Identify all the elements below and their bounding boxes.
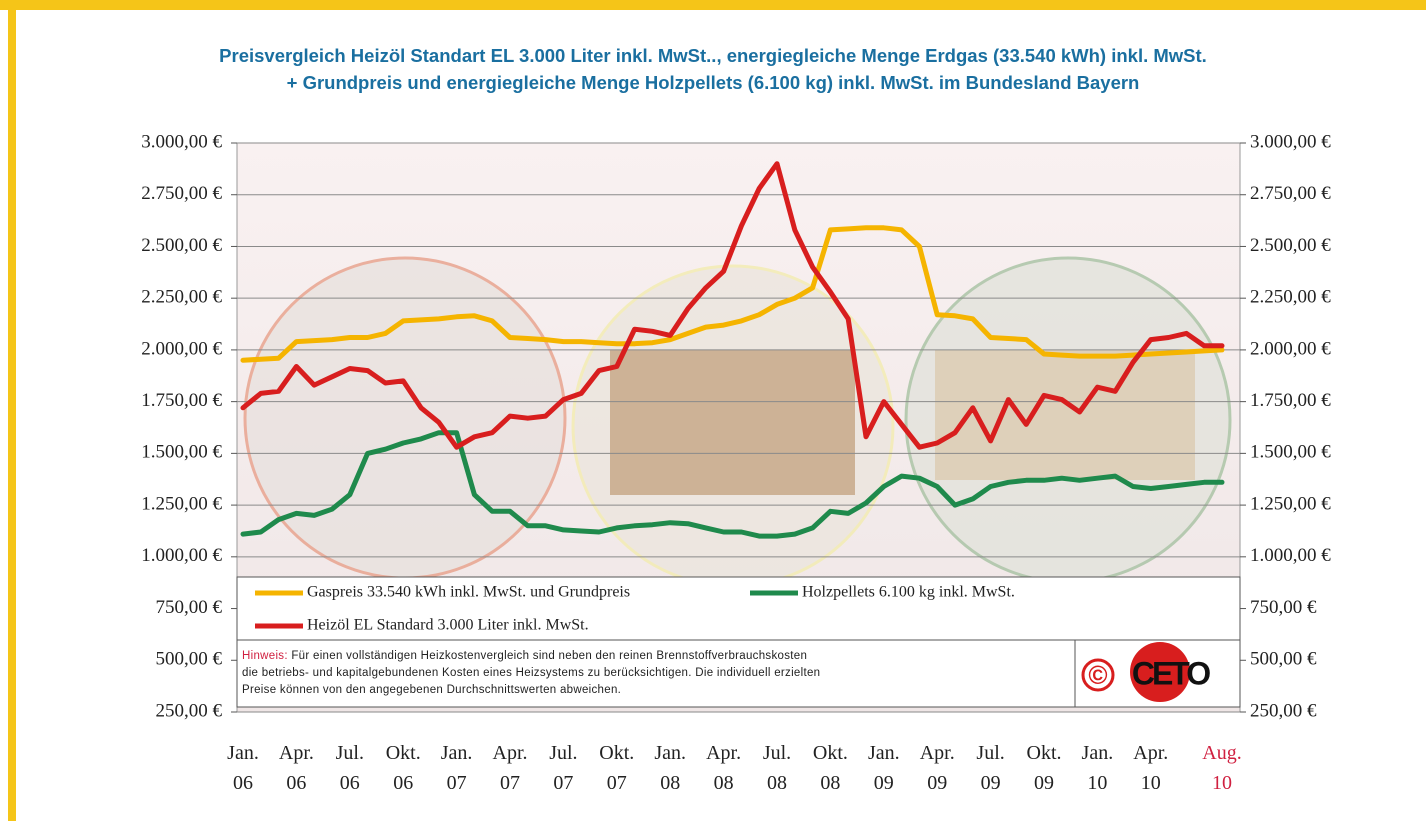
y2-tick-label: 2.500,00 € <box>1250 235 1331 256</box>
y2-tick-label: 500,00 € <box>1250 649 1317 670</box>
y2-tick-label: 750,00 € <box>1250 597 1317 618</box>
y2-tick-label: 3.000,00 € <box>1250 131 1331 152</box>
y2-tick-label: 2.000,00 € <box>1250 338 1331 359</box>
x-tick-label: Apr. 10 <box>1116 738 1186 798</box>
y2-tick-label: 1.250,00 € <box>1250 493 1331 514</box>
photo <box>610 350 855 495</box>
y-tick-label: 2.000,00 € <box>141 338 222 359</box>
y2-tick-label: 250,00 € <box>1250 700 1317 721</box>
y2-tick-label: 1.500,00 € <box>1250 442 1331 463</box>
legend-label: Gaspreis 33.540 kWh inkl. MwSt. und Grun… <box>307 584 630 601</box>
y2-tick-label: 2.750,00 € <box>1250 183 1331 204</box>
y-tick-label: 1.000,00 € <box>141 545 222 566</box>
y-tick-label: 2.750,00 € <box>141 183 222 204</box>
y2-tick-label: 1.000,00 € <box>1250 545 1331 566</box>
logo-text: CETO <box>1132 655 1210 691</box>
frame-left <box>8 0 16 821</box>
note: Hinweis: Für einen vollständigen Heizkos… <box>242 648 1072 699</box>
y2-tick-label: 2.250,00 € <box>1250 287 1331 308</box>
x-tick-label: Aug. 10 <box>1187 738 1257 798</box>
y-tick-label: 1.500,00 € <box>141 442 222 463</box>
y-tick-label: 1.750,00 € <box>141 390 222 411</box>
y-tick-label: 1.250,00 € <box>141 493 222 514</box>
note-label: Hinweis: <box>242 650 288 662</box>
note-text: Für einen vollständigen Heizkostenvergle… <box>242 650 820 696</box>
logo-copyright: © <box>1088 660 1107 690</box>
y2-tick-label: 1.750,00 € <box>1250 390 1331 411</box>
y-tick-label: 500,00 € <box>156 649 223 670</box>
y-tick-label: 3.000,00 € <box>141 131 222 152</box>
y-tick-label: 250,00 € <box>156 700 223 721</box>
page: © CETO Gaspreis 33.540 kWh inkl. MwSt. u… <box>0 0 1426 821</box>
legend-label: Heizöl EL Standard 3.000 Liter inkl. MwS… <box>307 617 589 634</box>
legend-label: Holzpellets 6.100 kg inkl. MwSt. <box>802 584 1015 601</box>
chart-title: Preisvergleich Heizöl Standart EL 3.000 … <box>0 42 1426 96</box>
y-tick-label: 750,00 € <box>156 597 223 618</box>
y-tick-label: 2.500,00 € <box>141 235 222 256</box>
frame-top <box>0 0 1426 10</box>
y-tick-label: 2.250,00 € <box>141 287 222 308</box>
